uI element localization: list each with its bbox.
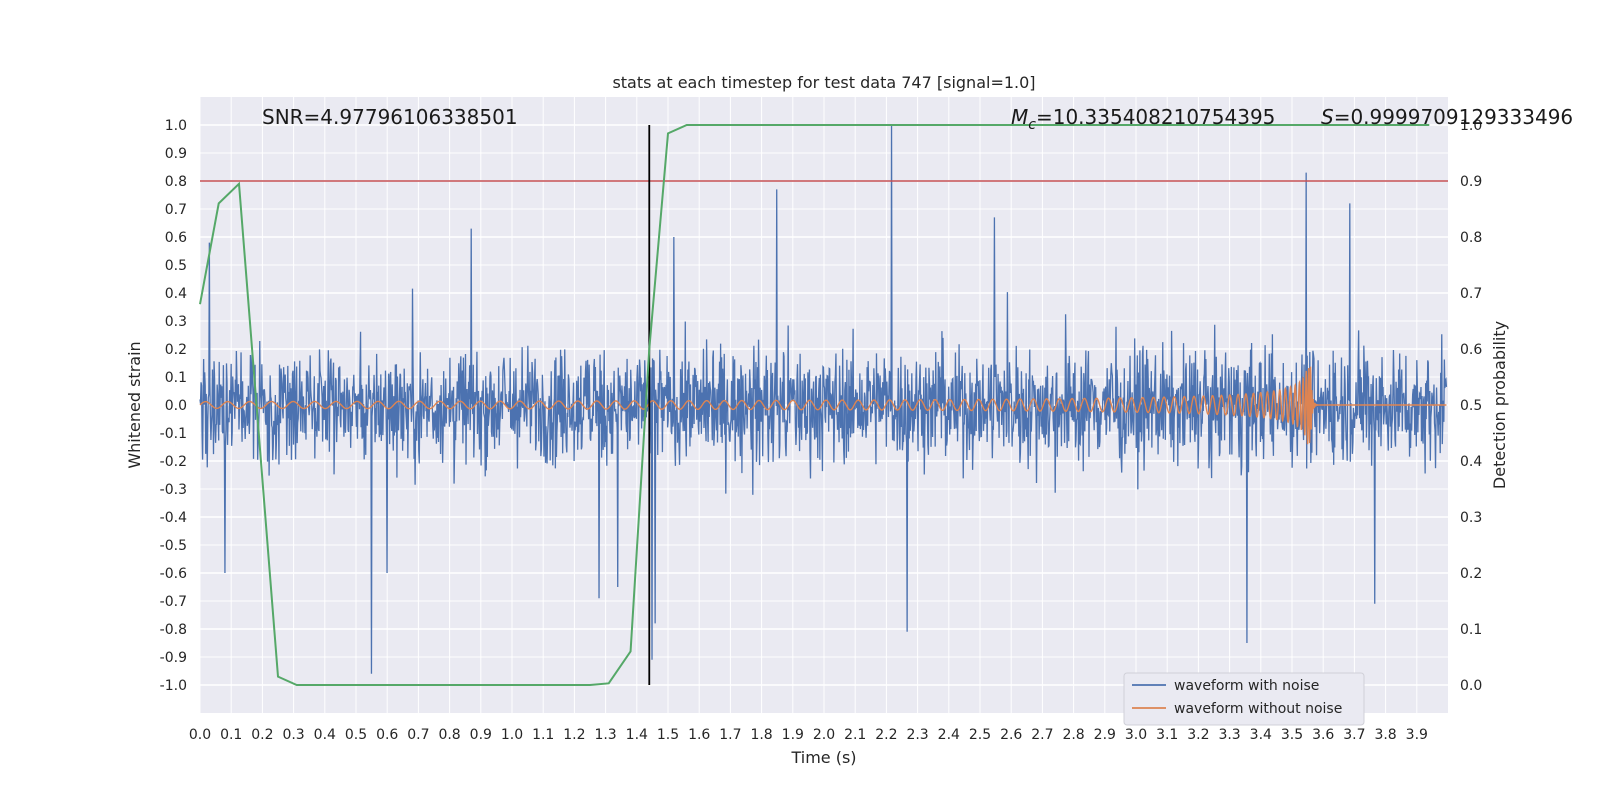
right-tick-label: 0.5 (1460, 398, 1482, 414)
clean-line (199, 366, 1447, 445)
legend: waveform with noise waveform without noi… (1123, 672, 1365, 726)
x-tick-label: 3.9 (1406, 727, 1428, 743)
x-tick-label: 1.4 (626, 727, 648, 743)
left-tick-label: 0.8 (165, 174, 187, 190)
chart-title: stats at each timestep for test data 747… (612, 73, 1035, 92)
left-tick-label: 0.2 (165, 342, 187, 358)
right-tick-label: 0.3 (1460, 510, 1482, 526)
x-tick-label: 3.2 (1187, 727, 1209, 743)
x-tick-label: 0.7 (407, 727, 429, 743)
left-tick-label: 0.7 (165, 202, 187, 218)
y-axis-label-left: Whitened strain (125, 341, 144, 468)
x-axis-label: Time (s) (790, 748, 856, 767)
noisy-line (199, 124, 1448, 674)
x-tick-label: 3.0 (1125, 727, 1147, 743)
x-tick-label: 2.3 (906, 727, 928, 743)
right-tick-label: 0.2 (1460, 566, 1482, 582)
left-tick-label: -0.3 (160, 482, 187, 498)
x-tick-label: 3.7 (1343, 727, 1365, 743)
right-tick-label: 0.7 (1460, 286, 1482, 302)
x-tick-label: 1.9 (782, 727, 804, 743)
x-tick-label: 2.8 (1062, 727, 1084, 743)
right-tick-label: 0.1 (1460, 622, 1482, 638)
x-tick-label: 1.7 (719, 727, 741, 743)
right-tick-label: 0.4 (1460, 454, 1482, 470)
left-tick-label: 0.0 (165, 398, 187, 414)
left-tick-label: -0.6 (160, 566, 187, 582)
left-tick-label: 0.3 (165, 314, 187, 330)
snr-annotation: SNR=4.97796106338501 (262, 105, 518, 129)
x-tick-label: 1.2 (563, 727, 585, 743)
x-tick-label: 2.4 (938, 727, 960, 743)
left-tick-label: 0.9 (165, 146, 187, 162)
x-tick-labels: 0.0 0.1 0.2 0.3 0.4 0.5 0.6 0.7 0.8 0.9 1.0 1.1 1.2 1… (189, 727, 1428, 743)
series-waveform-without-noise (199, 366, 1447, 445)
x-tick-label: 2.7 (1031, 727, 1053, 743)
x-tick-label: 1.6 (688, 727, 710, 743)
right-tick-label: 0.8 (1460, 230, 1482, 246)
left-tick-label: 0.4 (165, 286, 187, 302)
right-tick-label: 0.9 (1460, 174, 1482, 190)
x-tick-label: 0.1 (220, 727, 242, 743)
left-tick-label: 1.0 (165, 118, 187, 134)
right-tick-labels: 1.0 0.9 0.8 0.7 0.6 0.5 0.4 0.3 0.2 0.1 0.0 (1460, 118, 1482, 694)
x-tick-label: 2.2 (875, 727, 897, 743)
right-tick-label: 0.0 (1460, 678, 1482, 694)
left-tick-label: 0.1 (165, 370, 187, 386)
series-detection-probability (199, 124, 1430, 686)
left-tick-label: -0.5 (160, 538, 187, 554)
x-tick-label: 0.2 (251, 727, 273, 743)
x-tick-label: 2.9 (1094, 727, 1116, 743)
score-annotation: S=0.9999709129333496 (1321, 105, 1573, 129)
x-tick-label: 0.8 (438, 727, 460, 743)
left-tick-label: -0.2 (160, 454, 187, 470)
x-tick-label: 3.8 (1374, 727, 1396, 743)
left-tick-label: -0.8 (160, 622, 187, 638)
left-tick-label: -0.9 (160, 650, 187, 666)
x-tick-label: 3.5 (1281, 727, 1303, 743)
x-tick-label: 2.5 (969, 727, 991, 743)
left-tick-label: -0.4 (160, 510, 187, 526)
x-tick-label: 1.0 (501, 727, 523, 743)
x-tick-label: 0.3 (282, 727, 304, 743)
x-tick-label: 3.6 (1312, 727, 1334, 743)
probability-line (199, 124, 1430, 686)
legend-label-clean: waveform without noise (1174, 701, 1342, 717)
left-tick-label: -0.1 (160, 426, 187, 442)
x-tick-label: 2.0 (813, 727, 835, 743)
x-tick-label: 3.4 (1250, 727, 1272, 743)
chirp-mass-annotation: Mc=10.335408210754395 (1011, 105, 1275, 133)
left-tick-labels: 1.0 0.9 0.8 0.7 0.6 0.5 0.4 0.3 0.2 0.1 0.0 -0.1 -0.… (160, 118, 187, 694)
left-tick-label: -0.7 (160, 594, 187, 610)
legend-box (1123, 672, 1365, 726)
x-tick-label: 1.3 (594, 727, 616, 743)
x-tick-label: 1.1 (532, 727, 554, 743)
x-tick-label: 3.3 (1218, 727, 1240, 743)
x-tick-label: 1.8 (750, 727, 772, 743)
x-tick-label: 0.5 (345, 727, 367, 743)
legend-label-noise: waveform with noise (1174, 678, 1319, 694)
x-tick-label: 2.1 (844, 727, 866, 743)
left-tick-label: 0.6 (165, 230, 187, 246)
right-tick-label: 0.6 (1460, 342, 1482, 358)
left-tick-label: -1.0 (160, 678, 187, 694)
x-tick-label: 0.9 (470, 727, 492, 743)
x-tick-label: 0.0 (189, 727, 211, 743)
right-tick-label: 1.0 (1460, 118, 1482, 134)
left-tick-label: 0.5 (165, 258, 187, 274)
series-waveform-with-noise (199, 124, 1448, 674)
x-tick-label: 0.4 (314, 727, 336, 743)
x-tick-label: 0.6 (376, 727, 398, 743)
x-tick-label: 1.5 (657, 727, 679, 743)
x-tick-label: 2.6 (1000, 727, 1022, 743)
y-axis-label-right: Detection probability (1490, 321, 1509, 489)
x-tick-label: 3.1 (1156, 727, 1178, 743)
